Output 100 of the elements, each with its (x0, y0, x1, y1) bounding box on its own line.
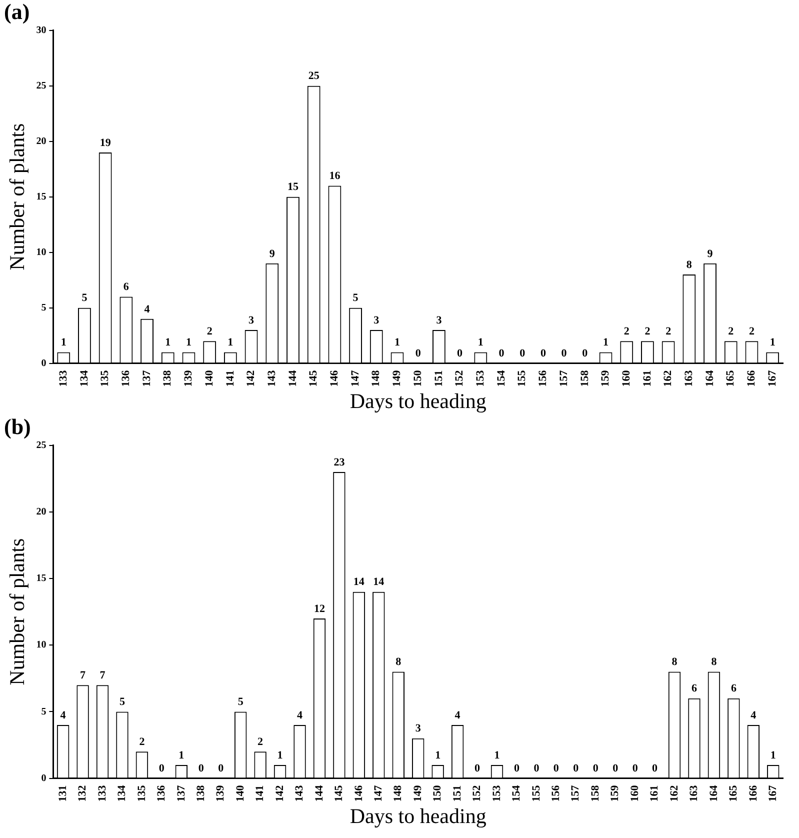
y-tick-label: 25 (36, 80, 46, 92)
data-label: 1 (228, 336, 234, 349)
y-tick-label: 5 (41, 302, 46, 314)
chart-title: (a) (4, 0, 30, 24)
x-axis-title: Days to heading (350, 804, 487, 828)
data-label: 16 (329, 170, 341, 182)
x-tick-label: 156 (537, 370, 550, 387)
x-tick-label: 145 (308, 370, 320, 387)
y-axis-title: Number of plants (5, 123, 30, 270)
x-tick-label: 149 (391, 370, 404, 387)
data-label: 0 (498, 348, 505, 360)
x-tick-label: 162 (668, 784, 680, 802)
data-label: 1 (60, 336, 66, 349)
data-label: 8 (686, 258, 692, 271)
data-label: 5 (119, 696, 126, 708)
y-tick-label: 30 (36, 24, 46, 36)
data-label: 15 (287, 181, 299, 194)
x-tick-label: 158 (589, 784, 602, 802)
data-label: 6 (123, 281, 130, 294)
data-label: 14 (373, 576, 385, 588)
x-tick-label: 157 (570, 784, 582, 802)
data-label: 19 (100, 136, 112, 149)
y-tick-label: 10 (36, 246, 46, 258)
data-label: 0 (520, 348, 526, 360)
x-tick-label: 131 (56, 785, 69, 802)
x-tick-label: 156 (550, 784, 562, 802)
data-label: 14 (353, 576, 365, 588)
x-tick-label: 166 (747, 784, 760, 802)
x-tick-label: 160 (620, 370, 632, 387)
x-tick-label: 137 (140, 370, 153, 387)
x-tick-label: 166 (746, 370, 758, 387)
x-tick-label: 163 (688, 784, 700, 802)
x-tick-label: 139 (214, 784, 227, 802)
x-tick-label: 133 (96, 784, 108, 802)
x-tick-label: 143 (266, 370, 278, 387)
data-label: 1 (186, 336, 192, 349)
data-label: 23 (334, 456, 346, 468)
data-label: 1 (277, 749, 283, 762)
x-tick-label: 134 (116, 784, 128, 802)
x-tick-label: 136 (120, 370, 132, 387)
data-label: 4 (454, 709, 461, 722)
data-label: 3 (248, 314, 255, 326)
data-label: 0 (158, 762, 165, 775)
data-label: 2 (644, 325, 651, 338)
y-tick-label: 20 (36, 506, 46, 518)
x-tick-label: 153 (490, 784, 503, 802)
x-tick-label: 148 (370, 370, 382, 387)
x-tick-label: 149 (412, 784, 424, 802)
x-tick-label: 132 (76, 784, 89, 802)
data-label: 5 (82, 292, 88, 304)
data-label: 4 (297, 709, 304, 722)
data-label: 0 (553, 762, 560, 775)
x-tick-label: 153 (474, 370, 486, 387)
data-label: 2 (139, 736, 146, 748)
x-tick-label: 142 (274, 784, 286, 802)
x-tick-label: 144 (313, 784, 326, 802)
x-tick-label: 151 (432, 370, 445, 387)
x-tick-label: 145 (333, 784, 346, 802)
data-label: 0 (561, 348, 568, 360)
x-tick-label: 140 (234, 784, 246, 802)
y-tick-label: 25 (36, 440, 46, 451)
data-label: 7 (100, 669, 106, 682)
data-label: 8 (396, 656, 402, 668)
data-label: 5 (238, 696, 244, 708)
x-tick-label: 144 (286, 370, 299, 387)
x-tick-label: 151 (451, 785, 464, 802)
data-label: 2 (666, 325, 672, 338)
x-tick-label: 155 (516, 370, 528, 387)
x-tick-label: 135 (99, 370, 112, 387)
x-tick-label: 167 (766, 784, 779, 802)
x-tick-label: 161 (648, 785, 661, 802)
x-tick-label: 167 (766, 370, 778, 387)
x-tick-label: 140 (203, 370, 216, 387)
data-label: 0 (534, 762, 540, 775)
data-label: 5 (352, 292, 359, 304)
x-tick-label: 155 (530, 784, 542, 802)
x-tick-label: 142 (245, 370, 258, 387)
x-tick-label: 163 (683, 370, 696, 387)
data-label: 6 (691, 682, 698, 695)
x-tick-label: 152 (454, 370, 466, 387)
data-label: 9 (269, 248, 276, 260)
data-label: 25 (308, 70, 320, 82)
data-label: 0 (415, 348, 422, 360)
x-tick-label: 150 (432, 784, 444, 802)
data-label: 1 (770, 749, 776, 762)
x-tick-label: 152 (471, 784, 484, 802)
y-tick-label: 20 (36, 136, 46, 147)
data-label: 4 (750, 709, 757, 722)
data-label: 1 (478, 336, 484, 349)
x-tick-label: 147 (349, 370, 362, 387)
data-label: 0 (474, 762, 481, 775)
data-label: 1 (435, 749, 441, 762)
data-label: 2 (258, 736, 264, 748)
data-label: 0 (457, 348, 464, 360)
data-label: 0 (652, 762, 658, 775)
data-label: 1 (770, 336, 776, 349)
data-label: 8 (672, 656, 678, 668)
data-label: 7 (80, 669, 86, 682)
x-tick-label: 159 (609, 784, 622, 802)
x-tick-label: 157 (558, 370, 570, 387)
